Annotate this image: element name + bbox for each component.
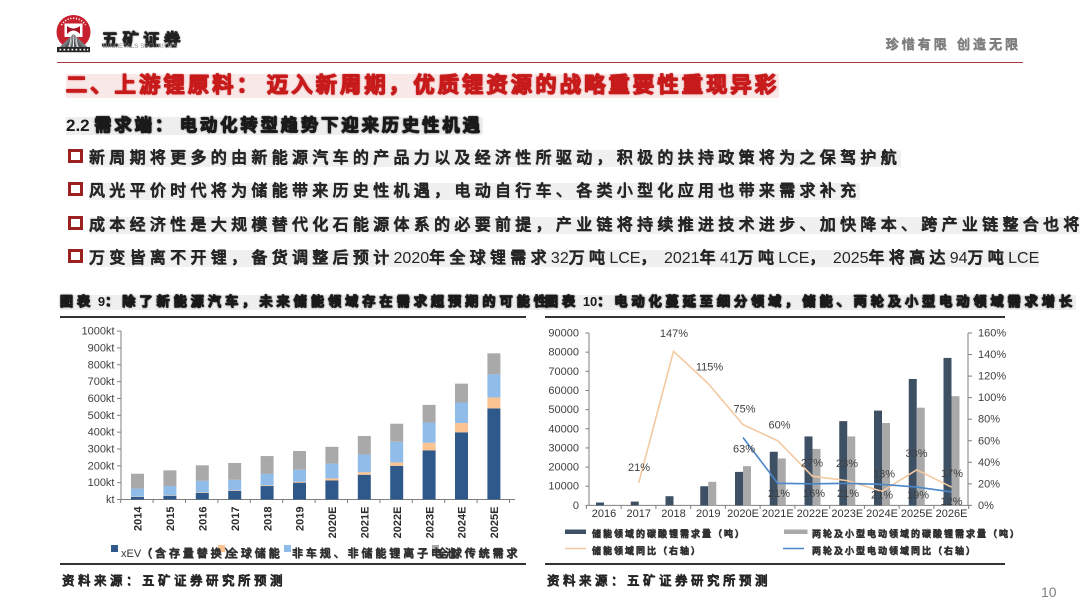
svg-text:80%: 80% (978, 414, 1000, 426)
svg-text:100kt: 100kt (88, 477, 115, 489)
svg-text:2017: 2017 (230, 507, 242, 531)
svg-text:0%: 0% (978, 500, 994, 512)
svg-text:100%: 100% (978, 392, 1006, 404)
svg-text:63%: 63% (733, 444, 755, 456)
svg-text:200kt: 200kt (88, 460, 115, 472)
svg-text:16%: 16% (803, 488, 825, 500)
svg-text:2019: 2019 (696, 508, 720, 520)
svg-text:40000: 40000 (548, 423, 579, 435)
svg-text:2021E: 2021E (762, 508, 794, 520)
svg-text:90000: 90000 (548, 328, 579, 340)
svg-text:kt: kt (106, 494, 115, 506)
svg-text:21%: 21% (768, 488, 790, 500)
svg-text:2024E: 2024E (457, 507, 469, 539)
svg-text:2017: 2017 (627, 508, 651, 520)
svg-text:2025E: 2025E (489, 507, 501, 539)
svg-text:300kt: 300kt (88, 443, 115, 455)
svg-text:120%: 120% (978, 371, 1006, 383)
svg-text:2022E: 2022E (392, 507, 404, 539)
svg-text:2025E: 2025E (901, 508, 933, 520)
svg-text:20000: 20000 (548, 462, 579, 474)
svg-text:2014: 2014 (133, 506, 145, 531)
svg-text:60%: 60% (978, 435, 1000, 447)
svg-text:23%: 23% (836, 458, 858, 470)
svg-text:75%: 75% (733, 404, 755, 416)
svg-text:12%: 12% (940, 496, 962, 508)
svg-text:2023E: 2023E (424, 507, 436, 539)
svg-text:2020E: 2020E (327, 507, 339, 539)
svg-text:2015: 2015 (165, 507, 177, 531)
svg-text:70000: 70000 (548, 366, 579, 378)
svg-text:147%: 147% (660, 328, 688, 340)
svg-text:2022E: 2022E (797, 508, 829, 520)
svg-text:21%: 21% (628, 462, 650, 474)
svg-text:2019: 2019 (295, 507, 307, 531)
svg-text:140%: 140% (978, 349, 1006, 361)
svg-text:13%: 13% (873, 469, 895, 481)
svg-text:60000: 60000 (548, 385, 579, 397)
svg-text:2020E: 2020E (727, 508, 759, 520)
svg-text:2018: 2018 (262, 507, 274, 531)
svg-text:700kt: 700kt (88, 376, 115, 388)
svg-text:2023E: 2023E (831, 508, 863, 520)
svg-text:800kt: 800kt (88, 359, 115, 371)
svg-text:400kt: 400kt (88, 427, 115, 439)
svg-text:2026E: 2026E (936, 508, 968, 520)
svg-text:19%: 19% (907, 490, 929, 502)
svg-text:80000: 80000 (548, 347, 579, 359)
svg-text:17%: 17% (941, 468, 963, 480)
svg-text:60%: 60% (768, 420, 790, 432)
svg-text:10000: 10000 (548, 481, 579, 493)
svg-text:21%: 21% (871, 490, 893, 502)
svg-text:50000: 50000 (548, 404, 579, 416)
svg-text:2021E: 2021E (360, 507, 372, 539)
svg-text:33%: 33% (905, 448, 927, 460)
svg-text:900kt: 900kt (88, 342, 115, 354)
svg-text:500kt: 500kt (88, 410, 115, 422)
svg-text:1000kt: 1000kt (81, 326, 114, 338)
svg-text:115%: 115% (696, 362, 724, 374)
svg-text:27%: 27% (801, 458, 823, 470)
svg-text:2024E: 2024E (866, 508, 898, 520)
svg-text:20%: 20% (978, 478, 1000, 490)
svg-text:2016: 2016 (198, 507, 210, 531)
svg-text:160%: 160% (978, 328, 1006, 340)
svg-text:40%: 40% (978, 457, 1000, 469)
svg-text:2018: 2018 (661, 508, 685, 520)
svg-text:2016: 2016 (592, 508, 616, 520)
svg-text:0: 0 (573, 500, 579, 512)
svg-text:30000: 30000 (548, 442, 579, 454)
svg-text:21%: 21% (837, 488, 859, 500)
svg-text:600kt: 600kt (88, 393, 115, 405)
